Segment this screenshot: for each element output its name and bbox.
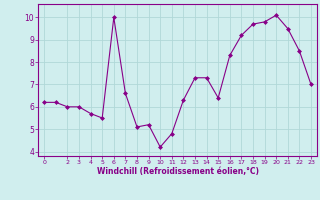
X-axis label: Windchill (Refroidissement éolien,°C): Windchill (Refroidissement éolien,°C)	[97, 167, 259, 176]
